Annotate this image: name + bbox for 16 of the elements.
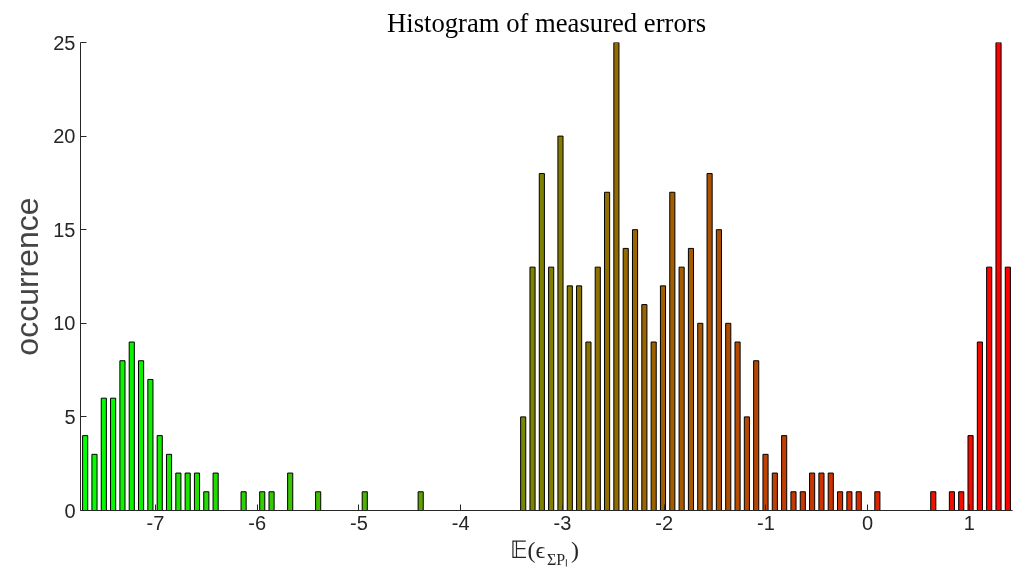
x-tick-label: -1 bbox=[756, 511, 775, 534]
x-tick-label: -6 bbox=[248, 511, 267, 534]
y-tick-label: 15 bbox=[53, 218, 76, 241]
x-tick-label: 0 bbox=[862, 511, 874, 534]
y-axis-title: occurrence bbox=[9, 197, 46, 356]
x-tick-label: -4 bbox=[451, 511, 470, 534]
x-tick-label: 1 bbox=[963, 511, 975, 534]
y-tick-label: 5 bbox=[64, 405, 76, 428]
chart-title: Histogram of measured errors bbox=[386, 7, 707, 38]
y-tick-label: 25 bbox=[53, 31, 76, 54]
y-tick-label: 20 bbox=[53, 125, 76, 148]
x-tick-label: -2 bbox=[655, 511, 674, 534]
y-tick-label: 10 bbox=[53, 312, 76, 335]
x-tick-label: -7 bbox=[146, 511, 165, 534]
x-tick-label: -5 bbox=[349, 511, 368, 534]
x-tick-label: -3 bbox=[553, 511, 572, 534]
